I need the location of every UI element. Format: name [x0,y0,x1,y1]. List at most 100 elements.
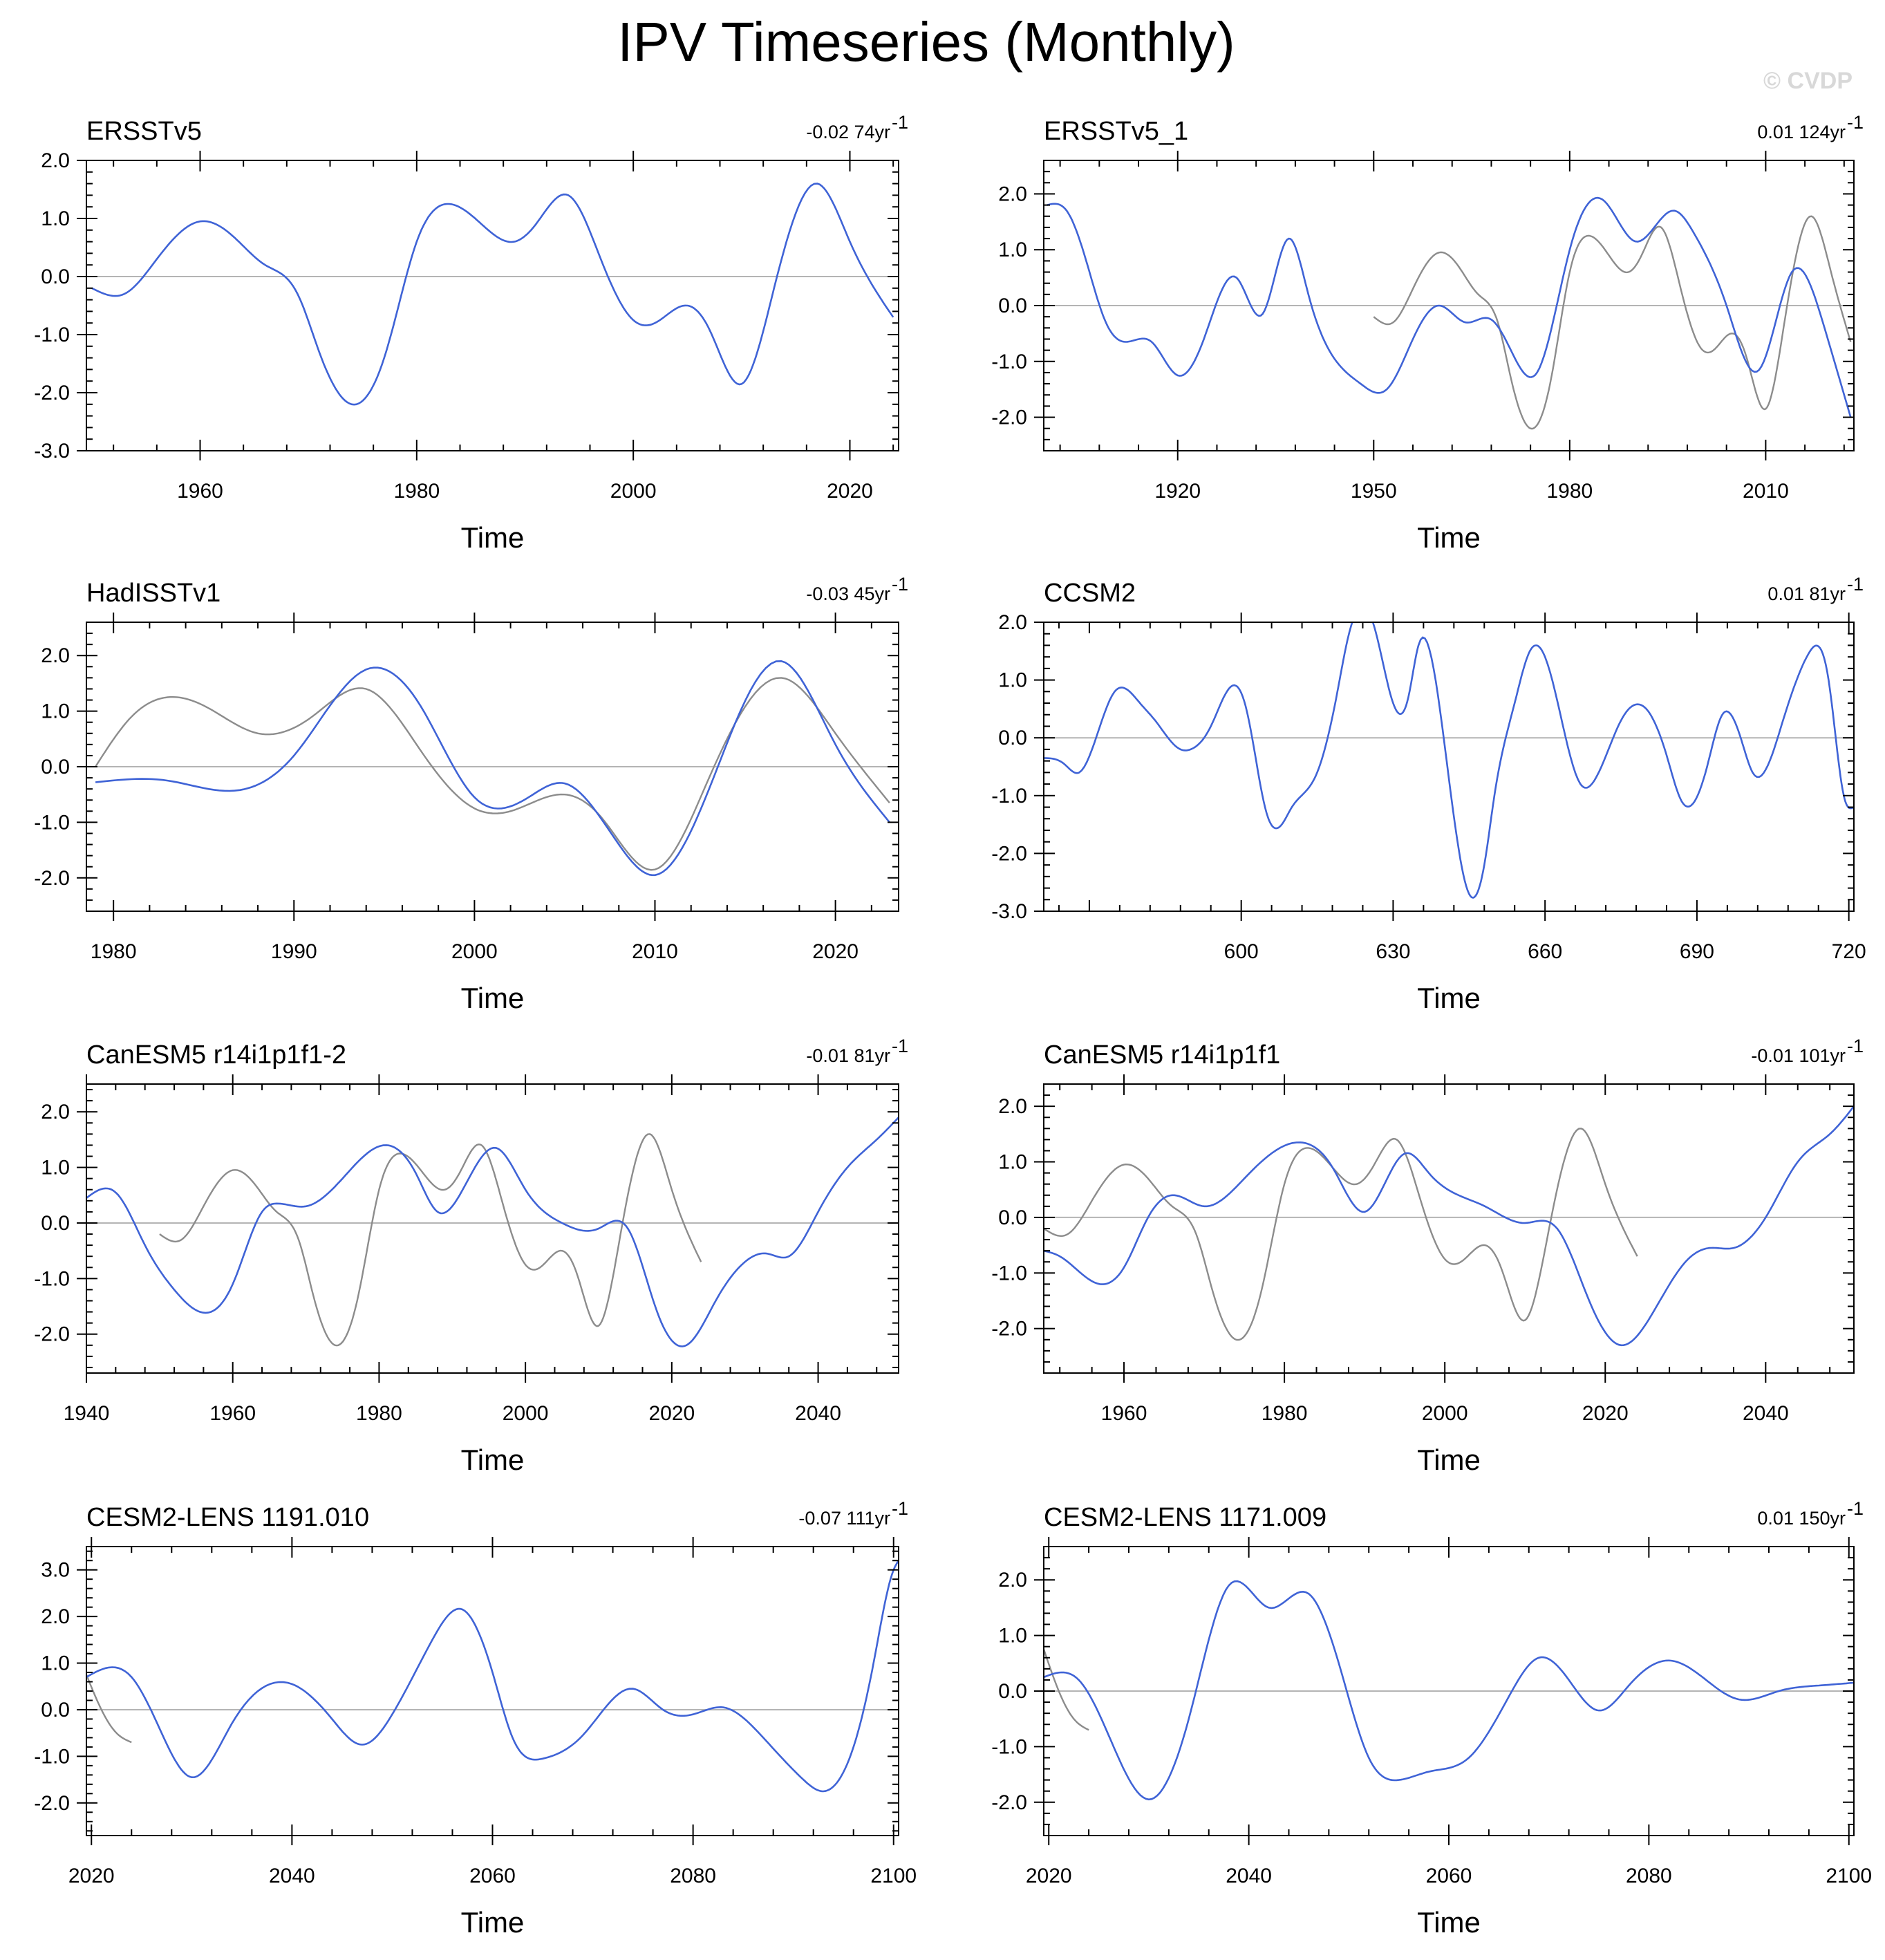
trend-superscript: -1 [892,112,908,133]
panel-title: HadISSTv1 [86,579,221,608]
x-tick-label: 2060 [469,1865,516,1887]
y-tick-label: 1.0 [998,1151,1027,1174]
x-tick-label: 660 [1528,940,1562,963]
y-tick-label: -1.0 [991,351,1027,373]
y-tick-label: -1.0 [34,1745,70,1768]
y-tick-label: -2.0 [34,382,70,404]
x-tick-label: 1950 [1351,480,1397,503]
x-tick-label: 2040 [269,1865,315,1887]
comparison-series-line [1044,1128,1638,1341]
panel-title: CESM2-LENS 1171.009 [1044,1503,1326,1532]
panel-title: CESM2-LENS 1191.010 [86,1503,369,1532]
panel: HadISSTv1 -0.03 45yr -1 -2.0 -1.0 0.0 1.0 2.0 19… [34,574,908,1014]
y-tick-label: 2.0 [998,1095,1027,1118]
primary-series-line [91,183,894,406]
comparison-series-line [1044,1649,1089,1731]
x-tick-label: 690 [1680,940,1714,963]
x-tick-label: 2040 [795,1402,841,1425]
x-tick-label: 1980 [91,940,137,963]
x-tick-label: 2020 [648,1402,695,1425]
panel-title: CanESM5 r14i1p1f1 [1044,1040,1280,1070]
x-tick-label: 1960 [1101,1402,1147,1425]
x-tick-label: 630 [1376,940,1410,963]
comparison-series-line [1373,215,1852,430]
y-tick-label: 2.0 [41,1605,70,1628]
plot-frame [1043,1083,1855,1374]
y-tick-label: -2.0 [991,842,1027,865]
trend-superscript: -1 [1847,112,1864,133]
trend-label: 0.01 150yr [1757,1508,1846,1529]
y-tick-label: -2.0 [34,1323,70,1346]
primary-series-line [1044,1580,1854,1801]
panel: CCSM2 0.01 81yr -1 -3.0 -2.0 -1.0 0.0 1.0 2.0 600… [991,574,1866,1014]
x-tick-label: 1990 [271,940,317,963]
x-axis-label: Time [1417,982,1481,1014]
y-tick-label: 0.0 [41,756,70,778]
y-tick-label: 1.0 [998,669,1027,692]
y-tick-label: 1.0 [41,207,70,230]
x-axis-label: Time [461,521,525,554]
y-tick-label: 0.0 [998,1680,1027,1703]
y-tick-label: 0.0 [41,265,70,288]
x-tick-label: 2040 [1226,1865,1272,1887]
trend-superscript: -1 [1847,1036,1864,1056]
panel-title: ERSSTv5_1 [1044,117,1188,146]
y-tick-label: 0.0 [998,295,1027,317]
y-tick-label: 1.0 [41,700,70,723]
main-title: IPV Timeseries (Monthly) [617,11,1235,73]
y-tick-label: 1.0 [41,1157,70,1179]
panel-title: CCSM2 [1044,579,1136,608]
x-tick-label: 2000 [503,1402,549,1425]
x-tick-label: 1960 [209,1402,256,1425]
x-tick-label: 2010 [1743,480,1789,503]
y-tick-label: -2.0 [34,867,70,890]
y-tick-label: 3.0 [41,1559,70,1582]
y-tick-label: 2.0 [998,1569,1027,1592]
x-tick-label: 2000 [451,940,498,963]
y-tick-label: -3.0 [34,440,70,463]
x-tick-label: 2020 [1582,1402,1629,1425]
x-tick-label: 1980 [1546,480,1593,503]
comparison-series-line [95,677,890,871]
primary-series-line [1044,622,1854,899]
comparison-series-line [86,1674,132,1744]
x-tick-label: 2010 [632,940,678,963]
y-tick-label: -1.0 [991,1262,1027,1285]
x-axis-label: Time [461,1906,525,1939]
x-tick-label: 2100 [870,1865,917,1887]
trend-superscript: -1 [892,1498,908,1519]
trend-label: -0.07 111yr [798,1508,890,1529]
x-tick-label: 2080 [1626,1865,1672,1887]
primary-series-line [86,1117,899,1347]
y-tick-label: 2.0 [41,149,70,172]
y-tick-label: -2.0 [991,407,1027,429]
y-tick-label: 0.0 [41,1699,70,1721]
x-tick-label: 2000 [610,480,657,503]
y-tick-label: 2.0 [41,644,70,667]
y-tick-label: -3.0 [991,900,1027,923]
x-tick-label: 2040 [1743,1402,1789,1425]
plot-frame [86,1083,899,1374]
trend-label: 0.01 81yr [1767,584,1846,604]
plot-frame [86,160,899,451]
x-tick-label: 2020 [812,940,859,963]
trend-superscript: -1 [1847,574,1864,595]
trend-label: -0.01 81yr [806,1045,890,1066]
panel: CanESM5 r14i1p1f1-2 -0.01 81yr -1 -2.0 -1.0 0… [34,1036,908,1476]
x-tick-label: 2060 [1426,1865,1472,1887]
y-tick-label: 1.0 [998,1625,1027,1648]
y-tick-label: -1.0 [34,811,70,834]
trend-label: 0.01 124yr [1757,122,1846,142]
x-tick-label: 2080 [670,1865,716,1887]
y-tick-label: -1.0 [991,785,1027,808]
panel: CESM2-LENS 1191.010 -0.07 111yr -1 -2.0 -1.0… [34,1498,917,1939]
x-tick-label: 2000 [1422,1402,1468,1425]
x-axis-label: Time [1417,1444,1481,1476]
trend-label: -0.02 74yr [806,122,890,142]
x-tick-label: 720 [1832,940,1866,963]
y-tick-label: 1.0 [998,239,1027,261]
y-tick-label: -2.0 [991,1791,1027,1814]
x-tick-label: 1920 [1154,480,1201,503]
x-tick-label: 1980 [1262,1402,1308,1425]
comparison-series-line [159,1133,702,1347]
